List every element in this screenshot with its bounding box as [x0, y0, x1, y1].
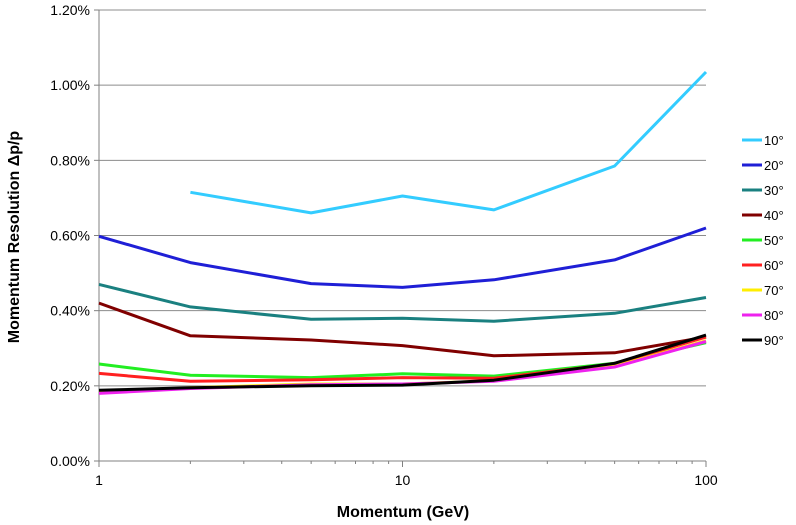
series-line — [98, 333, 707, 392]
tick-labels: 0.00% 0.20% 0.40% 0.60% 0.80% 1.00% 1.20% 1 10 10… — [50, 2, 718, 488]
x-axis-title: Momentum (GeV) — [337, 504, 469, 521]
axes — [94, 9, 707, 467]
y-tick-label: 0.20% — [50, 378, 90, 394]
legend-label: 40° — [764, 208, 784, 223]
y-tick-label: 0.60% — [50, 228, 90, 244]
gridlines — [99, 9, 706, 387]
y-tick-label: 0.40% — [50, 303, 90, 319]
y-tick-label: 1.20% — [50, 2, 90, 18]
legend-label: 70° — [764, 283, 784, 298]
series-lines — [98, 70, 708, 395]
legend-label: 90° — [764, 333, 784, 348]
y-tick-label: 0.80% — [50, 152, 90, 168]
series-line — [98, 226, 707, 289]
series-line — [98, 282, 707, 323]
x-tick-label: 10 — [395, 472, 411, 488]
legend-label: 60° — [764, 258, 784, 273]
x-tick-label: 1 — [95, 472, 103, 488]
legend-label: 80° — [764, 308, 784, 323]
legend-label: 10° — [764, 133, 784, 148]
series-line — [98, 301, 707, 358]
y-tick-label: 1.00% — [50, 77, 90, 93]
series-line — [190, 70, 708, 215]
x-tick-label: 100 — [694, 472, 718, 488]
legend-label: 50° — [764, 233, 784, 248]
legend-label: 20° — [764, 158, 784, 173]
series-line — [98, 341, 707, 380]
y-tick-label: 0.00% — [50, 453, 90, 469]
y-axis-title: Momentum Resolution Δp/p — [6, 131, 23, 344]
legend: 10° 20° 30° 40° 50° 60° 70° 80° 90° — [742, 133, 784, 348]
legend-label: 30° — [764, 183, 784, 198]
